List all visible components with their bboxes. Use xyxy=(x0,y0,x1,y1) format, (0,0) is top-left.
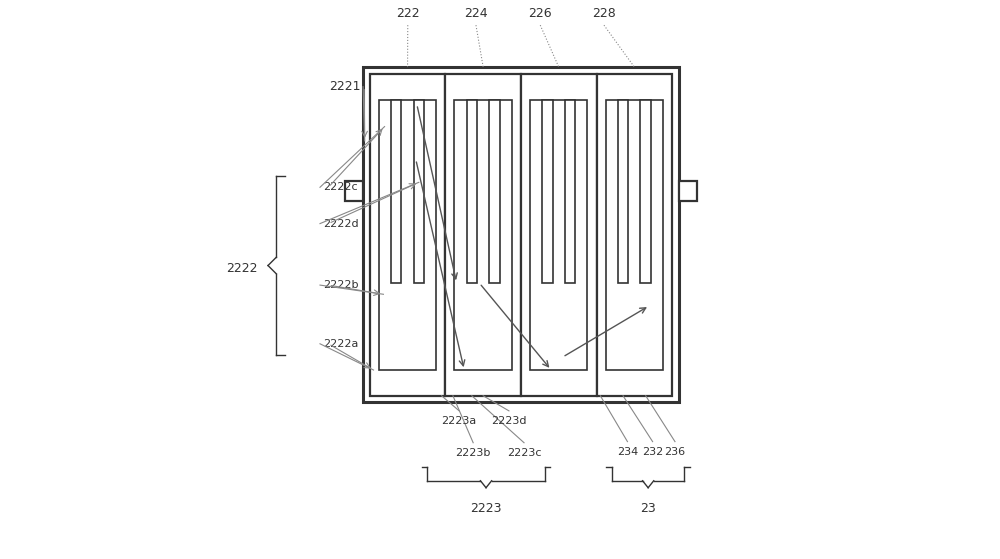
Bar xyxy=(379,100,436,370)
Bar xyxy=(363,67,679,402)
Bar xyxy=(414,100,424,283)
Text: 224: 224 xyxy=(464,7,488,20)
Bar xyxy=(391,100,401,283)
Bar xyxy=(521,74,597,396)
Bar xyxy=(370,74,445,396)
Text: 2221: 2221 xyxy=(330,80,361,93)
Bar xyxy=(640,100,651,283)
Bar xyxy=(679,181,697,201)
Text: 236: 236 xyxy=(664,447,686,457)
Text: 228: 228 xyxy=(592,7,616,20)
Text: 2222c: 2222c xyxy=(323,182,357,192)
Bar xyxy=(542,100,553,283)
Bar xyxy=(489,100,500,283)
Bar xyxy=(606,100,663,370)
Text: 2223b: 2223b xyxy=(455,448,491,458)
Bar xyxy=(565,100,575,283)
Bar xyxy=(597,74,672,396)
Text: 23: 23 xyxy=(640,502,656,515)
Text: 234: 234 xyxy=(617,447,638,457)
Text: 2222a: 2222a xyxy=(323,339,358,349)
Text: 2222b: 2222b xyxy=(323,280,358,290)
Bar xyxy=(445,74,521,396)
Bar xyxy=(345,181,363,201)
Bar xyxy=(618,100,628,283)
Text: 2223d: 2223d xyxy=(491,416,527,427)
Text: 226: 226 xyxy=(528,7,552,20)
Text: 222: 222 xyxy=(396,7,420,20)
Text: 2222d: 2222d xyxy=(323,219,358,229)
Bar xyxy=(467,100,477,283)
Bar xyxy=(530,100,587,370)
Text: 2223a: 2223a xyxy=(442,416,477,427)
Bar xyxy=(454,100,512,370)
Text: 2223c: 2223c xyxy=(507,448,541,458)
Text: 2223: 2223 xyxy=(470,502,502,515)
Text: 2222: 2222 xyxy=(226,262,257,275)
Text: 232: 232 xyxy=(642,447,663,457)
